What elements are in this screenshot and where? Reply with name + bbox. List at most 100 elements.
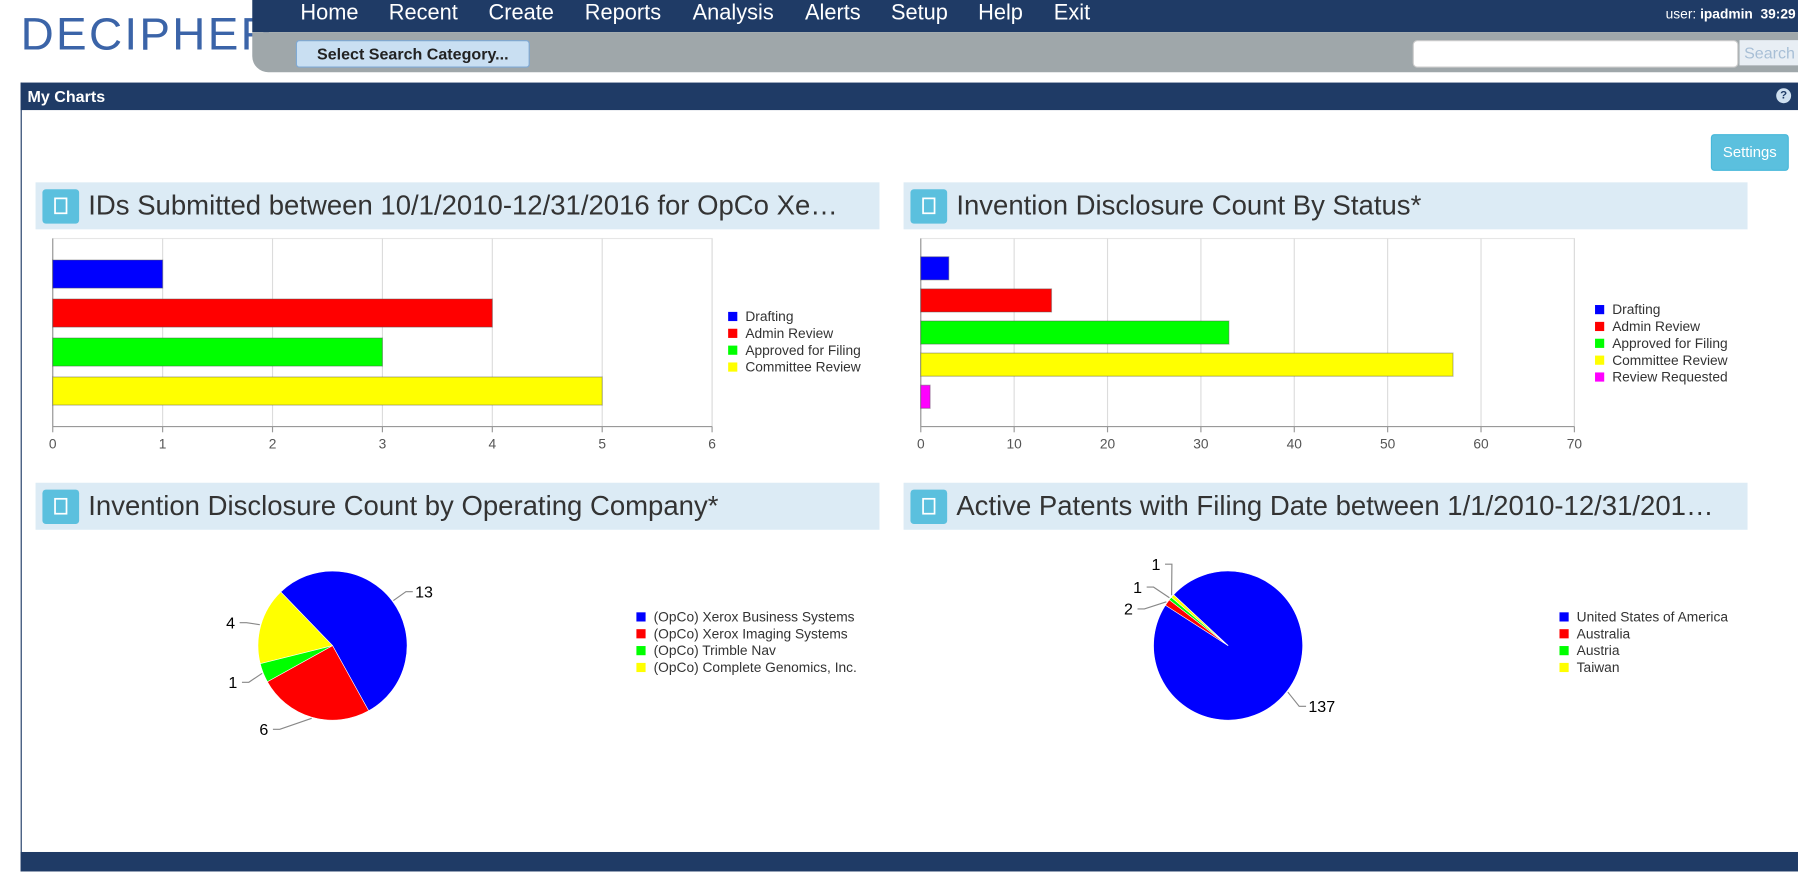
bar [52,337,383,367]
chart-header [903,182,1748,230]
legend-label[interactable]: Austria [1577,643,1620,658]
export-icon[interactable] [910,489,948,525]
data-label: 13 [415,583,433,601]
legend-label[interactable]: Committee Review [1612,353,1727,368]
legend-swatch [1595,355,1605,365]
chart-title: Invention Disclosure Count By Status* [956,189,1421,220]
bar [920,320,1230,345]
export-icon[interactable] [910,189,948,224]
pie-slice [1170,594,1229,646]
leader-line [272,717,312,730]
leader-line [1287,691,1307,707]
legend-label[interactable]: (OpCo) Complete Genomics, Inc. [654,660,857,675]
legend-swatch [1559,629,1569,639]
x-tick-label: 20 [1100,436,1116,451]
x-tick-label: 50 [1380,436,1396,451]
legend-label[interactable]: Australia [1577,626,1631,641]
x-tick-label: 5 [598,436,606,451]
x-tick-label: 3 [379,436,387,451]
export-icon[interactable] [42,489,80,525]
legend-swatch [1559,612,1569,622]
legend-label[interactable]: Approved for Filing [1612,336,1727,351]
bar [920,384,931,409]
leader-line [1137,601,1167,610]
data-label: 1 [228,674,237,692]
bar [52,298,493,328]
bar [52,376,603,406]
nav-bar: Home Recent Create Reports Analysis Aler… [252,0,1798,33]
legend-swatch [728,328,738,338]
legend-swatch [636,662,646,673]
data-label: 1 [1133,579,1142,597]
leader-line [1165,563,1173,596]
export-icon-glyph [54,497,68,515]
legend-swatch [1595,305,1605,315]
nav-item[interactable]: Reports [584,1,662,26]
search-button[interactable]: Search [1739,40,1798,66]
legend-label[interactable]: (OpCo) Xerox Business Systems [654,610,855,625]
pie-slice [257,591,334,664]
export-icon-glyph [54,197,68,215]
user-name: ipadmin [1700,5,1753,22]
legend-swatch [636,612,646,622]
leader-line [1146,586,1170,599]
x-tick-label: 2 [269,436,277,451]
legend-swatch [1559,646,1569,656]
legend-label[interactable]: Approved for Filing [745,343,860,358]
legend-swatch [1595,321,1605,332]
logo: DECIPHER [20,9,277,60]
data-label: 2 [1124,601,1133,619]
legend-swatch [728,311,738,322]
nav-item[interactable]: Analysis [692,1,774,26]
legend-label[interactable]: (OpCo) Trimble Nav [654,643,776,658]
nav-item[interactable]: Help [978,1,1023,26]
bar [920,288,1053,313]
leader-line [239,622,260,626]
export-icon-glyph [922,497,936,515]
data-label: 6 [259,721,268,739]
x-tick-label: 1 [159,436,167,451]
x-tick-label: 30 [1193,436,1209,451]
x-tick-label: 0 [917,436,925,451]
legend-label[interactable]: Committee Review [745,360,860,375]
legend-label[interactable]: Admin Review [745,326,833,341]
settings-button[interactable]: Settings [1710,134,1789,171]
nav-item[interactable]: Exit [1053,1,1091,26]
pie-slice [280,570,408,712]
nav-item[interactable]: Recent [388,1,458,26]
nav-item[interactable]: Home [300,1,359,26]
panel-title: My Charts [27,87,106,106]
x-tick-label: 6 [708,436,716,451]
data-label: 137 [1308,698,1335,716]
help-icon[interactable]: ? [1776,88,1792,104]
legend-label[interactable]: United States of America [1577,610,1729,625]
legend-swatch [728,362,738,372]
nav-item[interactable]: Create [488,1,554,26]
chart-header [35,182,880,230]
legend-label[interactable]: (OpCo) Xerox Imaging Systems [654,626,848,641]
legend-label[interactable]: Taiwan [1577,660,1620,675]
legend-label[interactable]: Admin Review [1612,319,1700,334]
bar [920,256,950,281]
search-input[interactable] [1412,40,1739,68]
nav-item[interactable]: Alerts [804,1,861,26]
nav-item[interactable]: Setup [890,1,948,26]
x-tick-label: 4 [488,436,496,451]
legend-swatch [728,345,738,355]
legend-swatch [1559,662,1569,673]
chart-header [35,482,880,530]
panel-footer [20,851,1798,872]
legend-label[interactable]: Review Requested [1612,370,1727,385]
user-label: user: [1665,5,1697,22]
x-tick-label: 0 [49,436,57,451]
category-button[interactable]: Select Search Category... [295,40,530,68]
panel [20,82,1798,872]
export-icon[interactable] [42,189,80,224]
legend-swatch [1595,338,1605,348]
x-tick-label: 60 [1473,436,1489,451]
legend-label[interactable]: Drafting [745,309,793,324]
legend-label[interactable]: Drafting [1612,302,1660,317]
